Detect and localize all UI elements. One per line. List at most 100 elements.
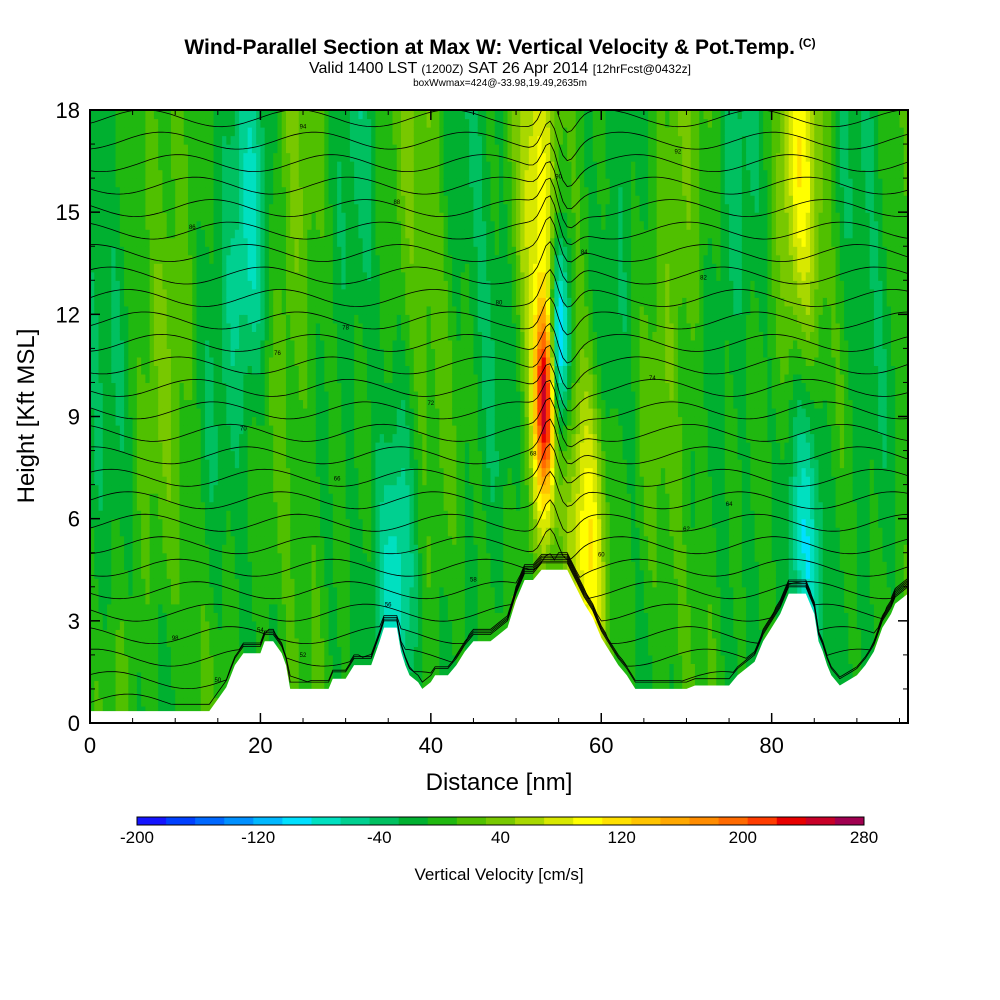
velocity-cell (94, 356, 100, 367)
velocity-cell (311, 263, 317, 273)
velocity-cell (107, 561, 112, 571)
velocity-cell (175, 288, 181, 298)
velocity-cell (268, 510, 274, 520)
velocity-cell (226, 637, 232, 647)
velocity-cell (166, 118, 172, 128)
velocity-cell (362, 271, 368, 281)
velocity-cell (354, 390, 360, 401)
velocity-cell (375, 348, 381, 358)
velocity-cell (273, 484, 279, 494)
velocity-cell (337, 510, 342, 520)
velocity-cell (213, 646, 219, 656)
velocity-cell (354, 425, 360, 435)
velocity-cell (94, 407, 100, 418)
velocity-cell (345, 586, 351, 596)
velocity-cell (264, 288, 270, 298)
velocity-cell (119, 646, 125, 656)
velocity-cell (375, 595, 381, 605)
velocity-cell (217, 620, 223, 630)
velocity-cell (247, 314, 253, 324)
velocity-cell (315, 356, 321, 367)
velocity-cell (294, 169, 300, 179)
velocity-cell (324, 501, 330, 511)
velocity-cell (315, 331, 321, 341)
velocity-cell (264, 476, 270, 486)
velocity-cell (141, 654, 146, 664)
velocity-cell (111, 467, 117, 477)
velocity-cell (251, 629, 257, 639)
velocity-cell (222, 339, 227, 349)
velocity-cell (200, 569, 206, 579)
velocity-cell (166, 680, 172, 690)
velocity-cell (162, 237, 168, 247)
velocity-cell (298, 203, 304, 213)
velocity-cell (375, 280, 381, 290)
velocity-cell (281, 118, 287, 128)
velocity-cell (222, 118, 227, 128)
velocity-cell (102, 476, 108, 486)
velocity-cell (311, 305, 317, 315)
velocity-cell (324, 144, 330, 154)
velocity-cell (217, 569, 223, 579)
velocity-cell (243, 331, 249, 341)
velocity-cell (132, 535, 138, 545)
velocity-cell (345, 467, 351, 477)
velocity-cell (230, 382, 236, 392)
velocity-cell (264, 433, 270, 443)
velocity-cell (141, 484, 146, 494)
velocity-cell (200, 535, 206, 545)
velocity-cell (349, 484, 355, 494)
velocity-cell (222, 373, 227, 384)
velocity-cell (345, 161, 351, 171)
velocity-cell (290, 450, 296, 460)
velocity-cell (354, 110, 360, 120)
velocity-cell (222, 433, 227, 443)
velocity-cell (162, 314, 168, 324)
velocity-cell (337, 476, 342, 486)
velocity-cell (187, 450, 193, 460)
velocity-cell (268, 552, 274, 562)
velocity-cell (256, 501, 262, 511)
velocity-cell (362, 280, 368, 290)
velocity-cell (290, 297, 296, 307)
velocity-cell (205, 135, 210, 145)
velocity-cell (256, 305, 262, 315)
velocity-cell (345, 169, 351, 179)
velocity-cell (162, 527, 168, 537)
velocity-cell (332, 493, 338, 503)
velocity-cell (285, 178, 291, 188)
velocity-cell (264, 229, 270, 239)
velocity-cell (98, 322, 104, 332)
velocity-cell (124, 544, 129, 554)
velocity-cell (149, 118, 155, 128)
velocity-cell (273, 476, 279, 486)
velocity-cell (366, 620, 372, 630)
velocity-cell (145, 688, 151, 699)
velocity-cell (268, 407, 274, 418)
velocity-cell (94, 527, 100, 537)
velocity-cell (119, 654, 125, 664)
velocity-cell (141, 348, 146, 358)
velocity-cell (311, 586, 317, 596)
velocity-cell (149, 561, 155, 571)
velocity-cell (307, 322, 313, 332)
velocity-cell (102, 663, 108, 673)
velocity-cell (196, 510, 202, 520)
velocity-cell (145, 654, 151, 664)
velocity-cell (200, 322, 206, 332)
velocity-cell (239, 603, 244, 613)
velocity-cell (226, 348, 232, 358)
velocity-cell (366, 535, 372, 545)
velocity-cell (192, 442, 198, 452)
velocity-cell (354, 527, 360, 537)
velocity-cell (281, 459, 287, 469)
velocity-cell (239, 322, 244, 332)
velocity-cell (264, 169, 270, 179)
velocity-cell (158, 229, 164, 239)
velocity-cell (209, 220, 215, 230)
velocity-cell (119, 356, 125, 367)
velocity-cell (243, 297, 249, 307)
velocity-cell (371, 144, 377, 154)
velocity-cell (247, 501, 253, 511)
velocity-cell (94, 212, 100, 222)
